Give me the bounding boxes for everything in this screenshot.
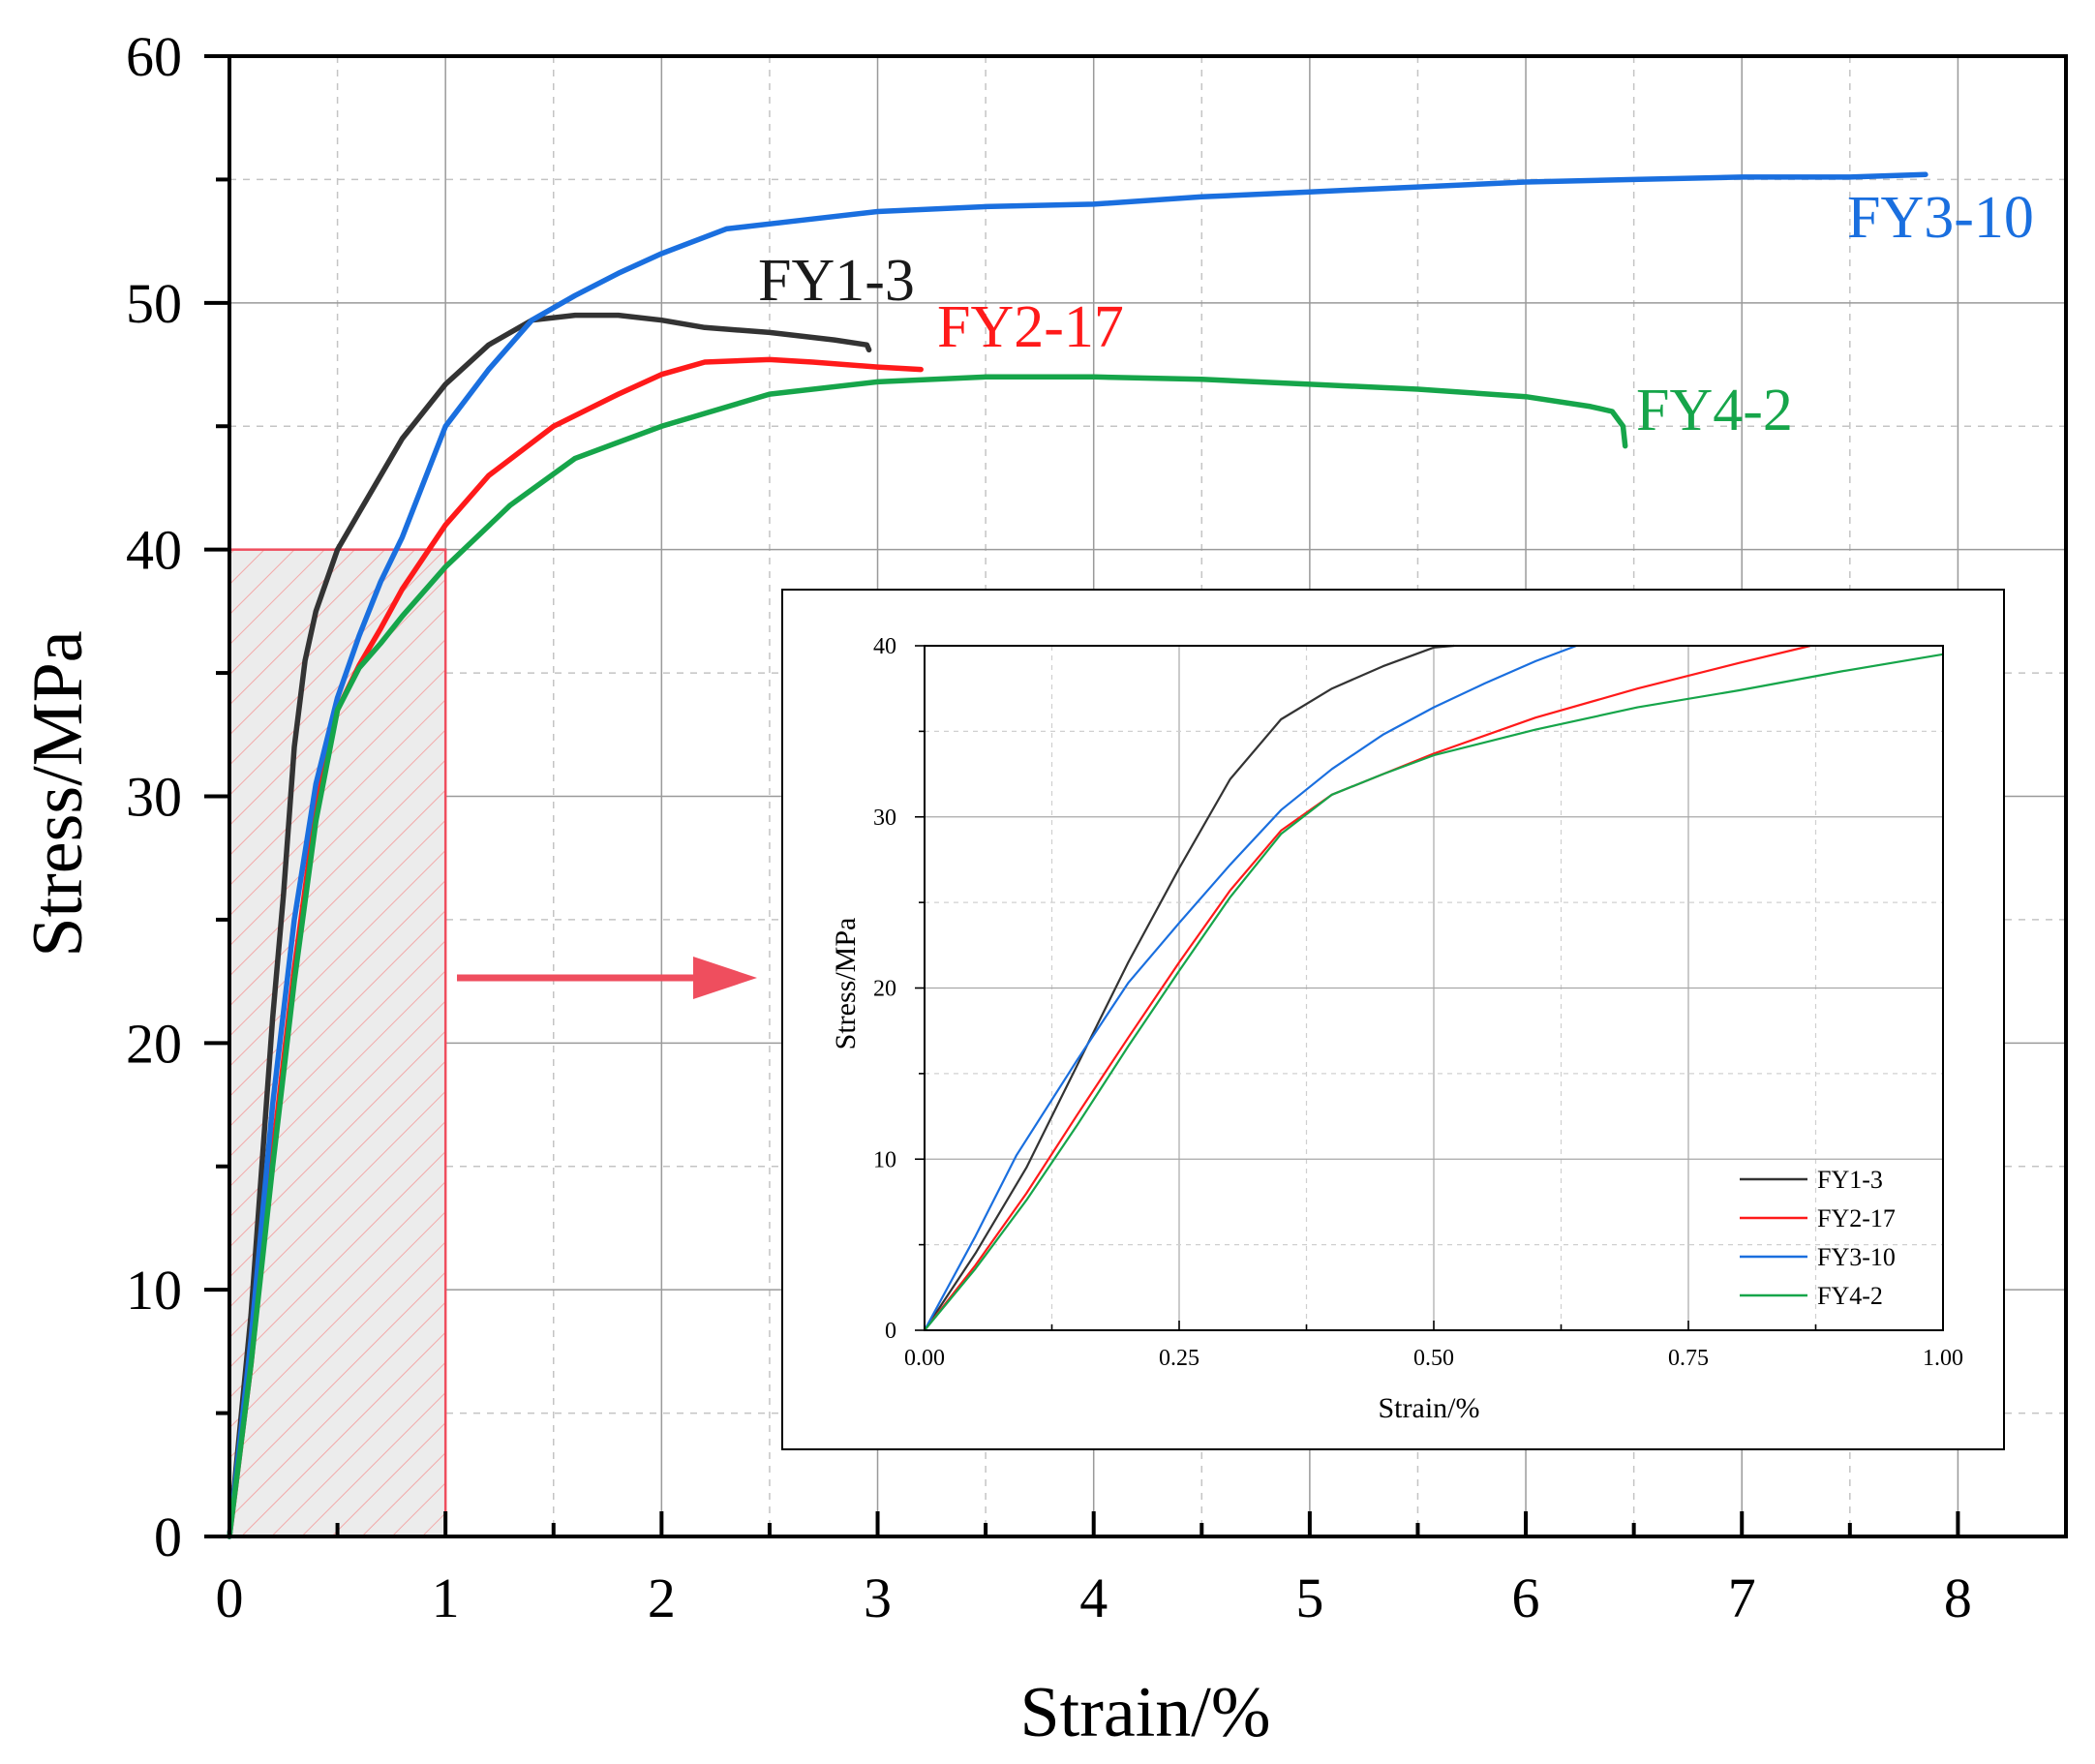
main-series-fy3-10 (227, 171, 1928, 1539)
inset-panel (781, 589, 2005, 1450)
main-x-tick-label: 5 (1295, 1566, 1323, 1629)
zoom-arrow-icon (457, 957, 757, 999)
main-x-tick-label: 6 (1512, 1566, 1540, 1629)
inset-series-fy2-17 (924, 644, 1811, 1331)
inset-y-tick-label: 30 (873, 806, 896, 831)
inset-legend: FY1-3 FY2-17 FY3-10 FY4-2 (1740, 1166, 1896, 1310)
main-axes (204, 54, 2068, 1538)
main-x-tick-label: 1 (432, 1566, 460, 1629)
main-y-tick-label: 50 (126, 272, 182, 335)
legend-label-fy1-3: FY1-3 (1817, 1166, 1883, 1194)
main-x-tick-label: 0 (216, 1566, 244, 1629)
inset-x-tick-label: 0.00 (904, 1346, 945, 1371)
main-series-fy4-2 (227, 374, 1628, 1539)
main-y-tick-label: 20 (126, 1012, 182, 1075)
inset-x-tick-labels: 0.00 0.25 0.50 0.75 1.00 (904, 1346, 1963, 1371)
inset-series-fy3-10 (924, 644, 1577, 1331)
inset-series-fy1-3 (924, 644, 1455, 1331)
inset-y-tick-label: 20 (873, 977, 896, 1002)
main-y-tick-label: 10 (126, 1259, 182, 1322)
zoom-region (228, 548, 447, 1538)
inset-axes (915, 645, 1944, 1331)
main-series-group (227, 171, 1928, 1539)
annotation-fy4-2: FY4-2 (1636, 378, 1793, 443)
legend-label-fy4-2: FY4-2 (1817, 1282, 1883, 1310)
main-x-tick-label: 2 (648, 1566, 676, 1629)
inset-y-tick-label: 40 (873, 634, 896, 659)
annotation-fy3-10: FY3-10 (1847, 185, 2034, 251)
main-x-tick-label: 3 (864, 1566, 892, 1629)
main-x-tick-label: 4 (1079, 1566, 1108, 1629)
inset-series-group (924, 644, 1944, 1331)
main-x-axis-label: Strain/% (1020, 1673, 1271, 1752)
legend-label-fy3-10: FY3-10 (1817, 1243, 1896, 1271)
main-y-tick-label: 60 (126, 25, 182, 88)
main-y-tick-label: 40 (126, 519, 182, 582)
main-x-tick-label: 8 (1944, 1566, 1972, 1629)
inset-x-tick-label: 1.00 (1923, 1346, 1963, 1371)
legend-label-fy2-17: FY2-17 (1817, 1204, 1896, 1232)
inset-x-tick-label: 0.50 (1413, 1346, 1454, 1371)
main-series-fy1-3 (227, 312, 872, 1539)
main-y-tick-label: 0 (154, 1505, 182, 1568)
main-x-tick-label: 7 (1728, 1566, 1756, 1629)
inset-y-tick-labels: 0 10 20 30 40 (873, 634, 896, 1344)
inset-y-axis-label: Stress/MPa (830, 918, 862, 1050)
annotation-fy1-3: FY1-3 (758, 248, 915, 314)
inset-x-tick-label: 0.25 (1159, 1346, 1199, 1371)
main-y-tick-label: 30 (126, 766, 182, 829)
inset-x-tick-label: 0.75 (1668, 1346, 1709, 1371)
inset-x-axis-label: Strain/% (1379, 1392, 1480, 1424)
inset-y-tick-label: 0 (885, 1319, 896, 1344)
annotation-fy2-17: FY2-17 (937, 294, 1124, 360)
main-y-axis-label: Stress/MPa (18, 630, 98, 957)
main-y-tick-labels: 0 10 20 30 40 50 60 (126, 25, 182, 1568)
inset-series-fy4-2 (924, 653, 1944, 1331)
main-x-tick-labels: 0 1 2 3 4 5 6 7 8 (216, 1566, 1972, 1629)
inset-y-tick-label: 10 (873, 1147, 896, 1172)
